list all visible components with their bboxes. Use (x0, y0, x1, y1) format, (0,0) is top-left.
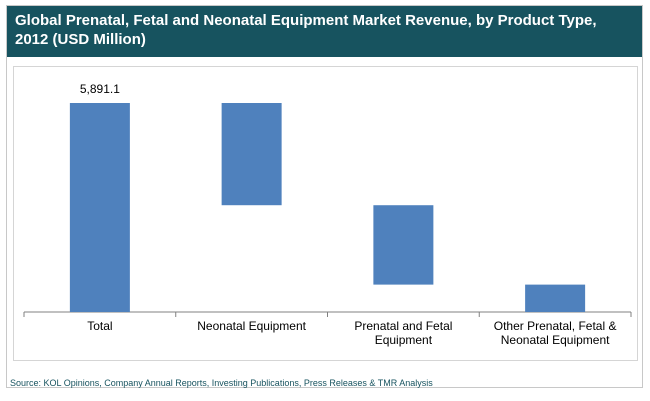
chart-title: Global Prenatal, Fetal and Neonatal Equi… (7, 6, 642, 57)
bar-0 (69, 103, 130, 312)
source-note: Source: KOL Opinions, Company Annual Rep… (10, 378, 433, 388)
x-tick-label-0-0: Total (87, 319, 112, 333)
bar-3 (525, 284, 586, 312)
data-label-0: 5,891.1 (80, 82, 120, 96)
x-tick-label-3-0: Other Prenatal, Fetal & (494, 319, 617, 333)
bar-2 (373, 205, 434, 285)
x-tick-label-3-1: Neonatal Equipment (501, 333, 610, 347)
x-tick-label-2-1: Equipment (375, 333, 433, 347)
x-tick-label-1-0: Neonatal Equipment (197, 319, 306, 333)
bar-1 (221, 103, 282, 206)
x-tick-label-2-0: Prenatal and Fetal (354, 319, 452, 333)
